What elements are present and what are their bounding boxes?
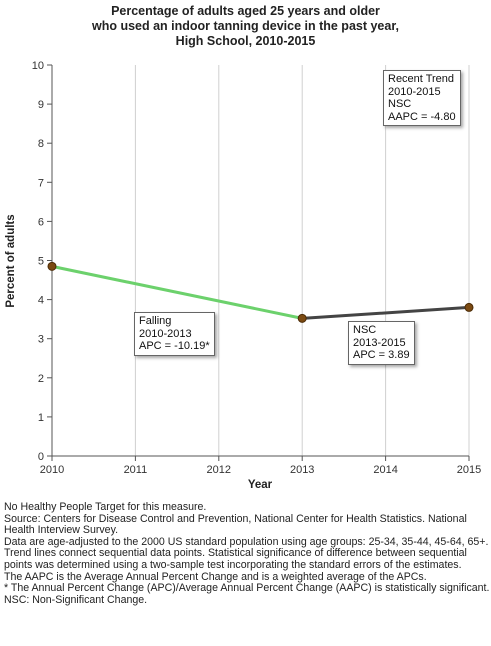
footnote-source: Source: Centers for Disease Control and … <box>4 512 467 537</box>
footnote-aapc: The AAPC is the Average Annual Percent C… <box>4 570 427 583</box>
grid-layer <box>134 65 470 456</box>
y-tick-label-4: 4 <box>38 295 44 307</box>
chart-title-line-3: High School, 2010-2015 <box>175 34 316 48</box>
x-tick-label-2012: 2012 <box>207 464 231 476</box>
y-tick-label-7: 7 <box>38 177 44 189</box>
y-tick-label-1: 1 <box>38 412 44 424</box>
x-tick-label-2013: 2013 <box>290 464 314 476</box>
segment-1-line-2: 2010-2013 <box>139 327 192 340</box>
footnote-trend-lines: Trend lines connect sequential data poin… <box>4 547 467 571</box>
y-tick-label-6: 6 <box>38 216 44 228</box>
segment-2-line-3: APC = 3.89 <box>353 349 410 361</box>
recent-trend-annotation: Recent Trend 2010-2015 NSC AAPC = -4.80 <box>383 70 461 126</box>
footnote-age-adjusted: Data are age-adjusted to the 2000 US sta… <box>4 535 489 548</box>
trend-lines <box>50 264 471 320</box>
x-axis-title: Year <box>248 479 273 491</box>
footnotes: No Healthy People Target for this measur… <box>4 501 490 606</box>
axis-layer <box>47 64 470 461</box>
segment-1-line-1: Falling <box>139 315 172 327</box>
trend-segment-1 <box>50 264 304 320</box>
y-tick-label-2: 2 <box>38 373 44 385</box>
recent-trend-line-3: NSC <box>388 98 412 110</box>
recent-trend-line-2: 2010-2015 <box>388 85 441 98</box>
y-tick-label-0: 0 <box>38 451 44 463</box>
data-point-2013 <box>297 313 307 323</box>
y-axis-title: Percent of adults <box>5 214 17 307</box>
segment-2-annotation: NSC 2013-2015 APC = 3.89 <box>348 321 415 365</box>
recent-trend-line-1: Recent Trend <box>388 73 455 85</box>
chart-title: Percentage of adults aged 25 years and o… <box>0 4 491 49</box>
segment-1-annotation: Falling 2010-2013 APC = -10.19* <box>134 312 215 356</box>
recent-trend-line-4: AAPC = -4.80 <box>388 110 456 123</box>
trend-segment-2 <box>300 305 471 320</box>
y-tick-label-9: 9 <box>38 99 44 111</box>
data-point-2015 <box>464 302 474 312</box>
chart-title-line-2: who used an indoor tanning device in the… <box>91 19 399 33</box>
x-tick-label-2010: 2010 <box>40 464 64 476</box>
data-points <box>47 261 474 323</box>
x-tick-label-2015: 2015 <box>457 464 481 476</box>
line-chart: 2010 2011 2012 2013 2014 2015 0 1 2 3 4 5 6 7 8 9 10 Yea… <box>5 60 481 491</box>
y-tick-label-3: 3 <box>38 334 44 346</box>
footnote-target: No Healthy People Target for this measur… <box>4 501 207 513</box>
y-tick-label-10: 10 <box>32 60 44 72</box>
x-tick-label-2014: 2014 <box>373 464 397 476</box>
segment-2-line-2: 2013-2015 <box>353 336 406 349</box>
y-tick-label-8: 8 <box>38 138 44 150</box>
chart-title-line-1: Percentage of adults aged 25 years and o… <box>111 4 380 18</box>
data-point-2010 <box>47 261 57 271</box>
segment-1-line-3: APC = -10.19* <box>139 340 210 352</box>
segment-2-line-1: NSC <box>353 324 377 336</box>
y-tick-label-5: 5 <box>38 256 44 268</box>
footnote-significance: * The Annual Percent Change (APC)/Averag… <box>4 582 490 595</box>
x-tick-label-2011: 2011 <box>124 464 148 476</box>
footnote-nsc: NSC: Non-Significant Change. <box>4 593 148 606</box>
tick-labels: 2010 2011 2012 2013 2014 2015 0 1 2 3 4 5 6 7 8 9 10 <box>32 60 481 476</box>
